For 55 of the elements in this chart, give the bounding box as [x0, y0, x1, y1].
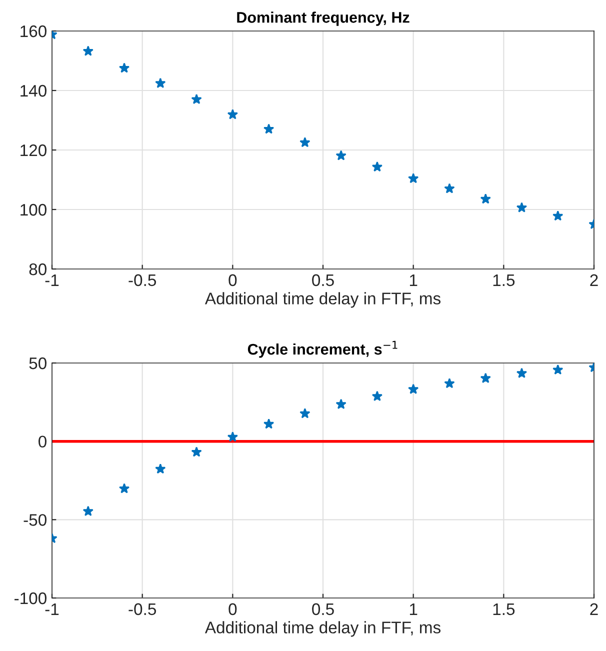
x-tick-label: 1: [410, 274, 418, 286]
point: [300, 137, 310, 148]
point: [444, 183, 455, 194]
y-tick-label: 160: [20, 25, 46, 38]
x-tick-label: 0.5: [312, 603, 334, 616]
point: [516, 202, 528, 212]
chart-title: Dominant frequency, Hz: [237, 12, 410, 26]
point: [372, 390, 383, 401]
point: [191, 446, 202, 457]
point: [118, 483, 130, 494]
point: [552, 364, 564, 375]
point: [516, 368, 528, 378]
point: [408, 384, 419, 394]
y-tick-label: 140: [20, 84, 46, 97]
point: [336, 150, 346, 160]
x-tick-label: 0: [228, 603, 237, 616]
x-tick-label: -1: [45, 274, 59, 286]
x-tick-label: 2: [590, 274, 598, 286]
x-tick-label: 2: [590, 603, 598, 615]
chart-title: Cycle increment, s$^{−1}$: [248, 340, 398, 358]
y-tick-label: 100: [20, 204, 46, 216]
point: [336, 398, 346, 409]
point: [82, 506, 94, 516]
y-tick-label: 120: [20, 144, 46, 156]
point: [155, 464, 166, 474]
point: [263, 418, 274, 429]
x-tick-label: 1.5: [493, 274, 515, 286]
point: [480, 194, 491, 204]
point: [552, 210, 564, 221]
point: [444, 378, 455, 388]
x-axis-title: Additional time delay in FTF, ms: [204, 292, 440, 308]
x-tick-label: -1: [45, 603, 59, 615]
point: [155, 78, 166, 88]
x-tick-label: 0.5: [312, 274, 334, 286]
x-axis-title: Additional time delay in FTF, ms: [204, 621, 440, 637]
y-tick-label: 0: [38, 436, 46, 448]
x-tick-label: 1: [410, 603, 418, 615]
point: [408, 173, 419, 184]
point: [372, 161, 383, 172]
point: [480, 372, 491, 383]
point: [82, 46, 94, 56]
y-tick-label: -100: [14, 592, 46, 604]
x-tick-label: 0: [228, 274, 237, 286]
point: [300, 408, 310, 418]
x-tick-label: -0.5: [128, 274, 156, 286]
x-tick-label: 1.5: [493, 603, 515, 616]
y-tick-label: 50: [29, 357, 46, 370]
point: [191, 94, 202, 104]
point: [227, 432, 238, 442]
x-tick-label: -0.5: [128, 603, 156, 616]
point: [227, 109, 238, 120]
point: [263, 124, 274, 134]
point: [118, 62, 130, 73]
y-tick-label: -50: [24, 514, 46, 526]
y-tick-label: 80: [29, 263, 46, 276]
